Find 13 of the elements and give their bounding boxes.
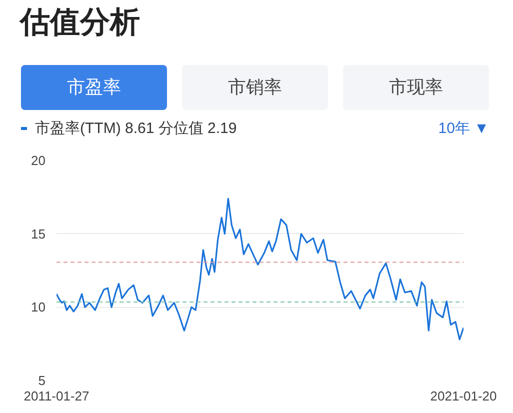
chart-title: 估值分析 xyxy=(20,5,141,41)
y-tick-label: 20 xyxy=(31,153,46,168)
legend-label: 市盈率(TTM) 8.61 分位值 2.19 xyxy=(35,120,237,137)
line-series xyxy=(56,198,464,340)
text: 市盈率 xyxy=(21,65,167,110)
x-tick-label: 2011-01-27 xyxy=(24,388,90,404)
text: 10年 ▼ xyxy=(438,120,489,137)
y-tick-label: 5 xyxy=(38,373,46,388)
y-tick-label: 10 xyxy=(31,300,46,315)
text: 市销率 xyxy=(182,65,328,110)
text: 市现率 xyxy=(343,65,489,110)
x-tick-label: 2021-01-20 xyxy=(430,388,497,404)
y-tick-label: 15 xyxy=(31,226,46,242)
